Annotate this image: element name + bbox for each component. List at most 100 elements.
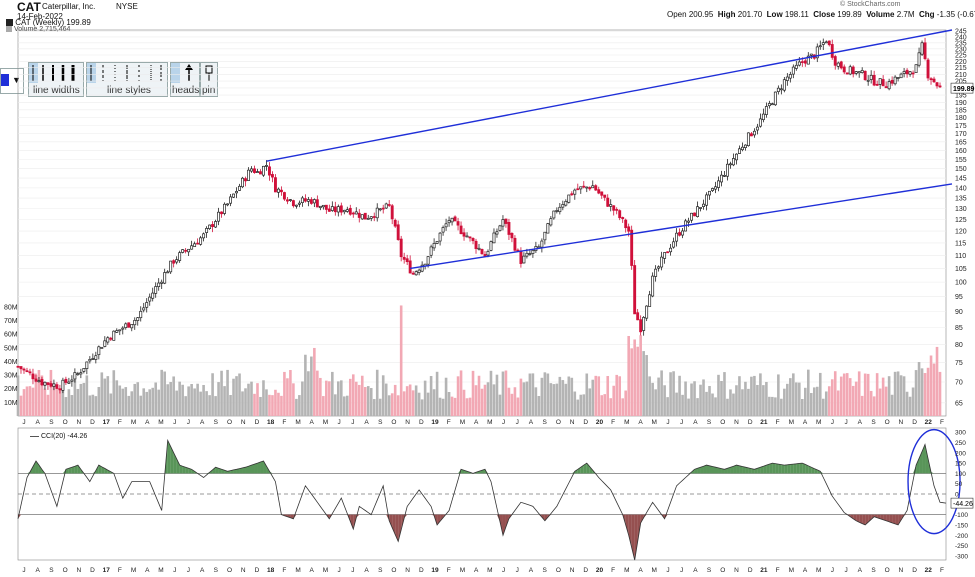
candle-body bbox=[791, 66, 795, 75]
volume-bar bbox=[621, 398, 624, 416]
price-tick-label: 225 bbox=[955, 52, 967, 59]
candle-body bbox=[318, 205, 322, 208]
volume-bar bbox=[49, 369, 53, 416]
x-axis-label-bottom: J bbox=[351, 567, 354, 574]
volume-bar bbox=[118, 385, 122, 416]
volume-bar bbox=[812, 387, 816, 416]
volume-bar bbox=[839, 376, 843, 416]
volume-bar bbox=[337, 381, 340, 416]
candle-body bbox=[58, 388, 62, 391]
cci-positive-fill bbox=[781, 464, 785, 474]
volume-bar bbox=[31, 387, 35, 416]
x-axis-label: M bbox=[158, 419, 163, 426]
candle-body bbox=[282, 192, 286, 200]
volume-bar bbox=[411, 390, 415, 416]
cci-positive-fill bbox=[236, 468, 240, 474]
x-axis-label: J bbox=[831, 419, 834, 426]
x-axis-label-bottom: N bbox=[570, 567, 575, 574]
color-picker-button[interactable]: ▼ bbox=[0, 68, 24, 94]
volume-bar bbox=[699, 384, 702, 416]
candle-body bbox=[908, 71, 912, 75]
price-tick-label: 180 bbox=[955, 115, 967, 122]
candle-body bbox=[441, 227, 445, 233]
cci-positive-fill bbox=[778, 464, 782, 474]
candle-body bbox=[932, 78, 936, 83]
volume-tick-label: 80M bbox=[4, 304, 18, 311]
x-axis-label: M bbox=[323, 419, 328, 426]
cci-negative-fill bbox=[398, 514, 402, 542]
volume-bar bbox=[756, 384, 759, 416]
cci-positive-fill bbox=[38, 465, 42, 474]
cci-tick-label: -300 bbox=[955, 553, 968, 560]
x-axis-label: M bbox=[816, 419, 821, 426]
price-tick-label: 205 bbox=[955, 79, 967, 86]
candle-body bbox=[291, 200, 295, 207]
candle-body bbox=[417, 269, 421, 273]
candle-body bbox=[690, 212, 693, 221]
candle-body bbox=[178, 252, 182, 261]
candle-body bbox=[426, 256, 430, 265]
candle-body bbox=[669, 247, 673, 253]
candle-body bbox=[271, 174, 274, 178]
line-widths-label: line widths bbox=[33, 85, 80, 96]
candle-body bbox=[450, 217, 454, 223]
candle-body bbox=[241, 177, 244, 188]
volume-bar bbox=[145, 391, 149, 416]
candle-body bbox=[624, 219, 628, 229]
x-axis-label-bottom: J bbox=[516, 567, 519, 574]
x-axis-label-bottom: O bbox=[556, 567, 561, 574]
volume-bar bbox=[70, 395, 74, 416]
candle-body bbox=[256, 171, 259, 173]
low-value: 198.11 bbox=[784, 10, 809, 19]
candle-body bbox=[857, 71, 861, 74]
candle-body bbox=[492, 232, 496, 244]
candle-body bbox=[770, 103, 774, 106]
volume-bar bbox=[672, 371, 675, 416]
candle-body bbox=[348, 207, 352, 215]
x-axis-label: J bbox=[666, 419, 669, 426]
volume-bar bbox=[334, 394, 337, 416]
price-tick-label: 240 bbox=[955, 34, 967, 41]
volume-bar bbox=[830, 379, 834, 416]
cci-positive-fill bbox=[464, 470, 468, 474]
volume-bar bbox=[744, 381, 747, 416]
candle-body bbox=[546, 223, 550, 234]
candle-body bbox=[905, 69, 909, 75]
last-price-box bbox=[950, 82, 974, 94]
volume-bar bbox=[498, 394, 502, 416]
candle-body bbox=[288, 199, 292, 201]
cci-positive-fill bbox=[212, 467, 216, 474]
candle-body bbox=[660, 256, 664, 268]
volume-bar bbox=[154, 382, 158, 416]
volume-bar bbox=[792, 373, 795, 416]
volume-bar bbox=[313, 347, 316, 416]
volume-bar bbox=[627, 335, 630, 416]
volume-bar bbox=[525, 381, 529, 416]
cci-negative-fill bbox=[859, 514, 863, 524]
volume-bar bbox=[552, 384, 556, 416]
volume-bar bbox=[112, 370, 116, 416]
candle-body bbox=[899, 73, 903, 79]
volume-bar bbox=[923, 373, 927, 416]
volume-bar bbox=[390, 393, 394, 416]
candle-body bbox=[486, 251, 490, 256]
volume-bar bbox=[468, 397, 472, 416]
volume-bar bbox=[82, 382, 86, 416]
volume-bar bbox=[735, 385, 738, 416]
volume-bar bbox=[453, 397, 457, 416]
candle-body bbox=[845, 72, 849, 75]
candle-body bbox=[372, 216, 376, 218]
price-tick-label: 70 bbox=[955, 380, 963, 387]
cci-positive-fill bbox=[784, 464, 788, 474]
price-tick-label: 155 bbox=[955, 157, 967, 164]
x-axis-label-bottom: J bbox=[831, 567, 834, 574]
cci-positive-fill bbox=[248, 465, 252, 474]
volume-bar bbox=[76, 388, 80, 416]
x-axis-label: A bbox=[529, 419, 534, 426]
cci-negative-fill bbox=[880, 514, 884, 520]
pin-label: pin bbox=[202, 85, 216, 96]
candle-body bbox=[387, 204, 391, 206]
candle-body bbox=[459, 225, 463, 235]
candle-body bbox=[495, 231, 499, 235]
candle-body bbox=[842, 66, 846, 73]
